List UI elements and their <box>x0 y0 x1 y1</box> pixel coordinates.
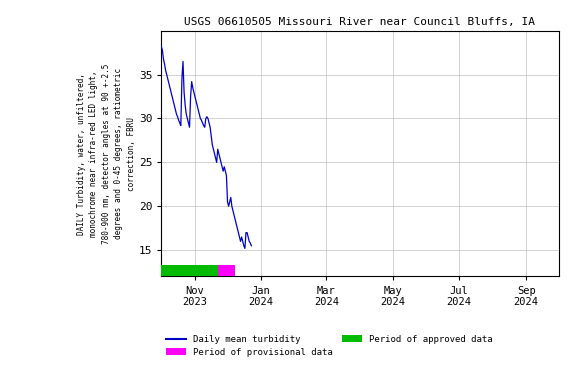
Legend: Daily mean turbidity, Period of provisional data, Period of approved data: Daily mean turbidity, Period of provisio… <box>166 335 492 357</box>
Bar <box>161 265 218 276</box>
Y-axis label: DAILY Turbidity, water, unfiltered,
monochrome near infra-red LED light,
780-900: DAILY Turbidity, water, unfiltered, mono… <box>77 63 136 244</box>
Title: USGS 06610505 Missouri River near Council Bluffs, IA: USGS 06610505 Missouri River near Counci… <box>184 17 536 27</box>
Bar <box>218 265 235 276</box>
